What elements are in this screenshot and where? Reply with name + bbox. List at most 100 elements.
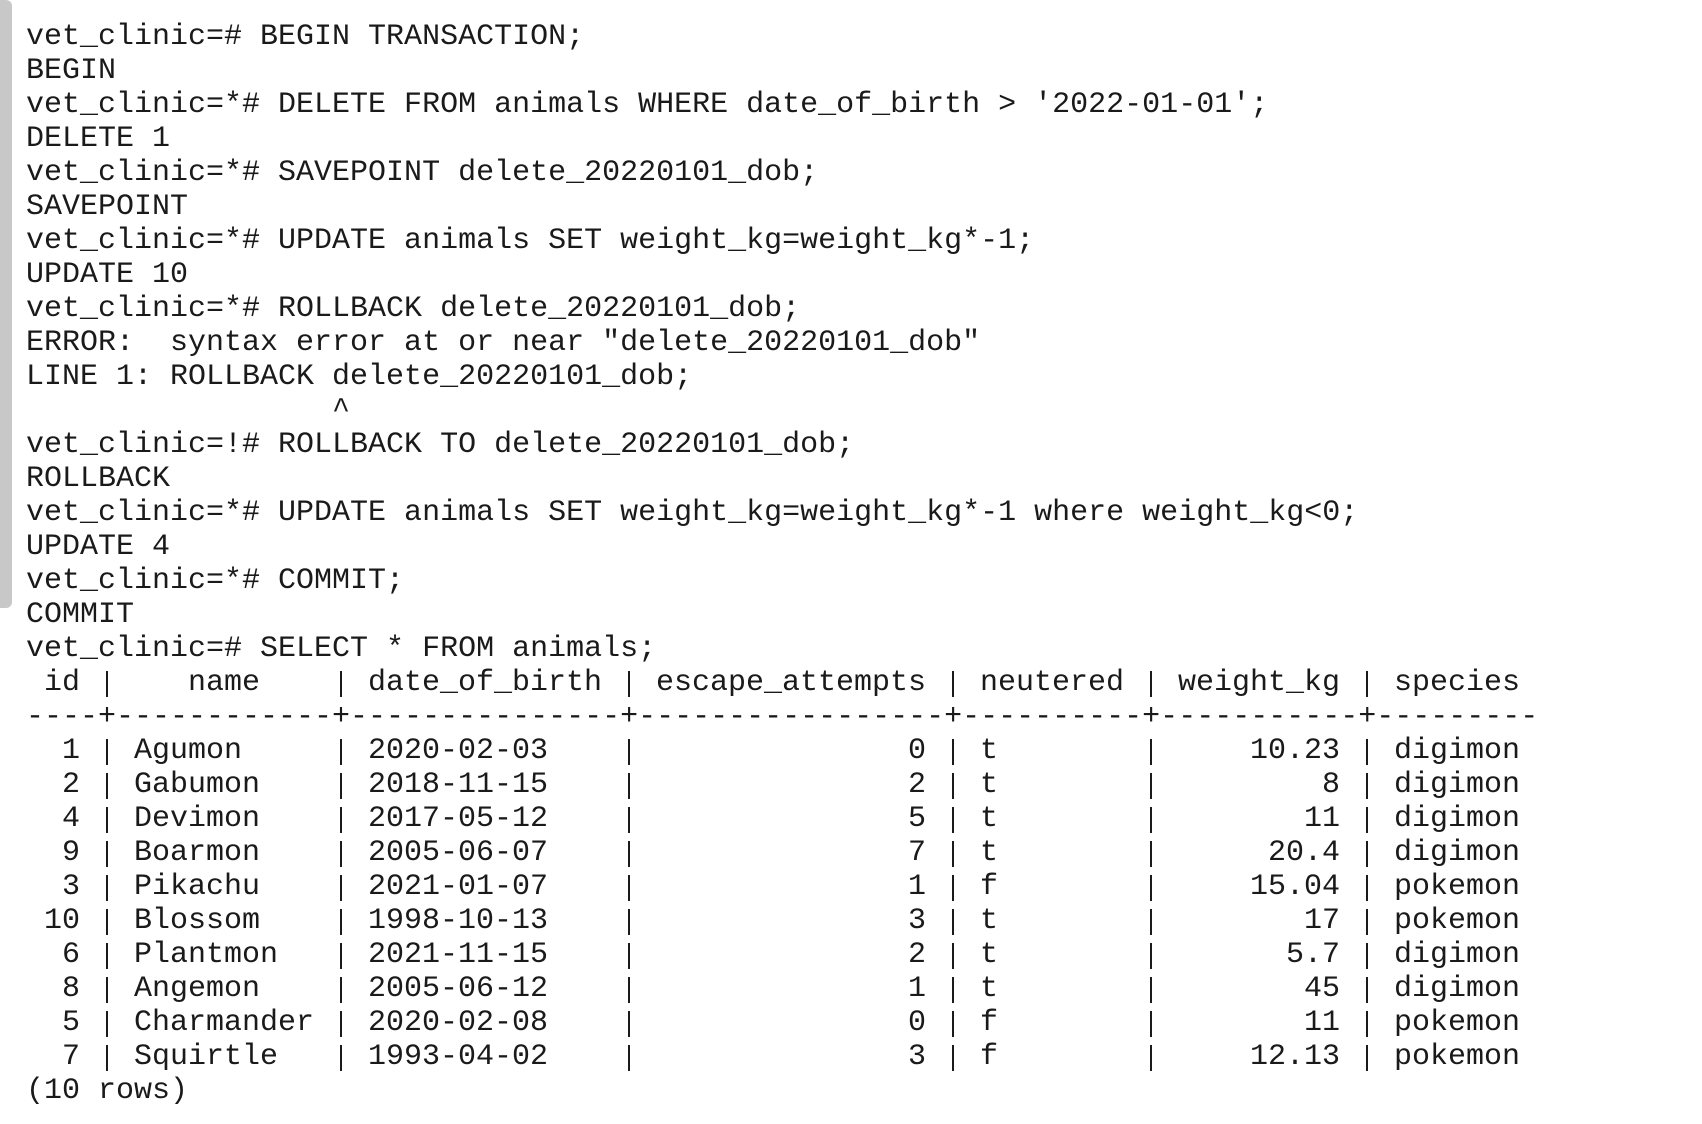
column-divider (628, 1045, 630, 1071)
column-divider (952, 1045, 954, 1071)
column-header: escape_attempts (656, 666, 927, 700)
terminal-line: vet_clinic=# SELECT * FROM animals; (26, 632, 657, 666)
table-row: 8 Angemon 2005-06-12 1 t 45 digimon (26, 972, 1626, 1006)
column-divider (628, 875, 630, 901)
column-divider (1150, 875, 1152, 901)
table-row: 5 Charmander 2020-02-08 0 f 11 pokemon (26, 1006, 1626, 1040)
table-cell: 3 (907, 1040, 926, 1074)
column-divider (1150, 739, 1152, 765)
terminal-line: UPDATE 4 (26, 530, 171, 564)
table-cell: 5.7 (1285, 938, 1340, 972)
column-divider (340, 1045, 342, 1071)
table-cell: 3 (61, 870, 80, 904)
column-divider (106, 875, 108, 901)
table-cell: 2020-02-08 (368, 1006, 549, 1040)
table-cell: 9 (61, 836, 80, 870)
table-row: 3 Pikachu 2021-01-07 1 f 15.04 pokemon (26, 870, 1626, 904)
column-divider (106, 909, 108, 935)
table-cell: 20.4 (1267, 836, 1340, 870)
column-header: name (187, 666, 260, 700)
table-cell: Squirtle (134, 1040, 279, 1074)
table-cell: Plantmon (134, 938, 279, 972)
column-header: neutered (980, 666, 1125, 700)
table-cell: f (980, 1006, 999, 1040)
table-cell: pokemon (1394, 870, 1521, 904)
table-cell: 11 (1303, 802, 1340, 836)
terminal-line: ERROR: syntax error at or near "delete_2… (26, 326, 981, 360)
column-divider (952, 1011, 954, 1037)
table-cell: 1998-10-13 (368, 904, 549, 938)
table-cell: 2020-02-03 (368, 734, 549, 768)
table-header: id name date_of_birth escape_attempts neuter… (26, 666, 1626, 700)
column-divider (340, 943, 342, 969)
column-divider (1150, 841, 1152, 867)
table-cell: digimon (1394, 734, 1521, 768)
table-cell: f (980, 1040, 999, 1074)
table-cell: 5 (61, 1006, 80, 1040)
column-divider (1150, 943, 1152, 969)
column-divider (628, 773, 630, 799)
column-divider (1150, 671, 1152, 697)
table-cell: digimon (1394, 836, 1521, 870)
column-divider (1150, 1045, 1152, 1071)
column-divider (106, 943, 108, 969)
column-divider (340, 739, 342, 765)
table-cell: Gabumon (134, 768, 261, 802)
table-footer: (10 rows) (26, 1074, 189, 1108)
column-divider (1150, 909, 1152, 935)
table-cell: 2 (907, 938, 926, 972)
table-cell: t (980, 734, 999, 768)
table-row: 1 Agumon 2020-02-03 0 t 10.23 digimon (26, 734, 1626, 768)
column-divider (1366, 875, 1368, 901)
terminal-line: vet_clinic=*# SAVEPOINT delete_20220101_… (26, 156, 819, 190)
table-cell: 2018-11-15 (368, 768, 549, 802)
column-divider (952, 943, 954, 969)
column-divider (952, 909, 954, 935)
table-cell: 0 (907, 1006, 926, 1040)
column-divider (340, 977, 342, 1003)
table-cell: t (980, 768, 999, 802)
table-cell: 10.23 (1249, 734, 1340, 768)
column-divider (106, 977, 108, 1003)
terminal-line: SAVEPOINT (26, 190, 189, 224)
table-row: 2 Gabumon 2018-11-15 2 t 8 digimon (26, 768, 1626, 802)
table-cell: 1 (907, 870, 926, 904)
table-cell: digimon (1394, 972, 1521, 1006)
terminal-line: COMMIT (26, 598, 135, 632)
column-divider (340, 909, 342, 935)
table-cell: f (980, 870, 999, 904)
column-divider (628, 807, 630, 833)
table-cell: 2017-05-12 (368, 802, 549, 836)
terminal-line: BEGIN (26, 54, 117, 88)
column-divider (106, 773, 108, 799)
table-row: 4 Devimon 2017-05-12 5 t 11 digimon (26, 802, 1626, 836)
column-divider (628, 909, 630, 935)
column-divider (106, 807, 108, 833)
table-cell: 2005-06-12 (368, 972, 549, 1006)
column-divider (952, 977, 954, 1003)
table-cell: Angemon (134, 972, 261, 1006)
table-row: 6 Plantmon 2021-11-15 2 t 5.7 digimon (26, 938, 1626, 972)
table-cell: pokemon (1394, 1040, 1521, 1074)
column-divider (628, 671, 630, 697)
table-cell: 1993-04-02 (368, 1040, 549, 1074)
table-cell: digimon (1394, 802, 1521, 836)
table-cell: 45 (1303, 972, 1340, 1006)
column-divider (1150, 977, 1152, 1003)
table-cell: 7 (907, 836, 926, 870)
table-cell: 2005-06-07 (368, 836, 549, 870)
table-cell: Agumon (134, 734, 243, 768)
column-divider (1366, 671, 1368, 697)
column-divider (628, 977, 630, 1003)
table-row: 9 Boarmon 2005-06-07 7 t 20.4 digimon (26, 836, 1626, 870)
table-cell: 6 (61, 938, 80, 972)
column-divider (628, 739, 630, 765)
column-divider (628, 841, 630, 867)
table-cell: Devimon (134, 802, 261, 836)
terminal-line: ^ (26, 394, 351, 428)
table-cell: pokemon (1394, 1006, 1521, 1040)
terminal-line: DELETE 1 (26, 122, 171, 156)
terminal-line: vet_clinic=*# ROLLBACK delete_20220101_d… (26, 292, 801, 326)
column-divider (1366, 1011, 1368, 1037)
